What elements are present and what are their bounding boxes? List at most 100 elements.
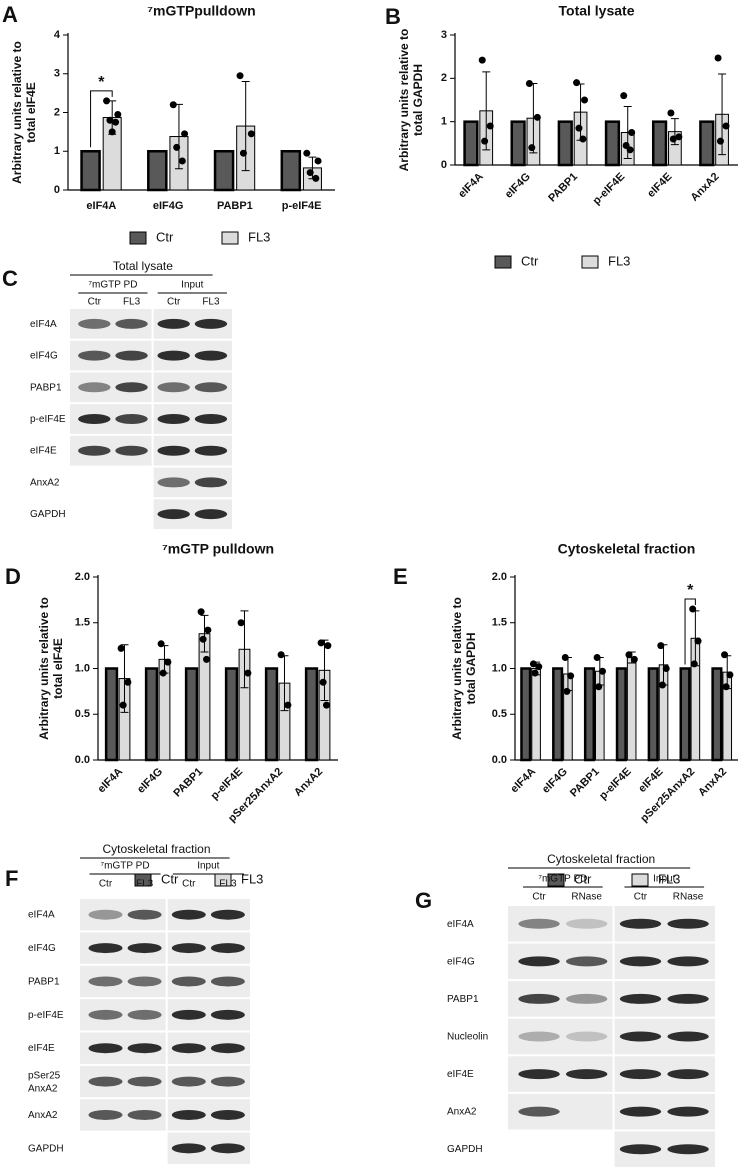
blot-band bbox=[619, 993, 662, 1004]
chart-title: ⁷mGTP pulldown bbox=[162, 541, 274, 557]
blot-band bbox=[115, 445, 148, 456]
blot-lane-label: Ctr bbox=[532, 892, 546, 903]
error-bar bbox=[200, 614, 209, 653]
y-tick-label: 1.0 bbox=[75, 662, 90, 674]
x-tick-label: eIF4A bbox=[86, 200, 116, 212]
blot-row-label: Nucleolin bbox=[447, 1031, 488, 1042]
blot-band bbox=[210, 1043, 245, 1054]
panel-letter: D bbox=[5, 564, 21, 589]
blot-lane-label: FL3 bbox=[202, 297, 220, 308]
data-point bbox=[658, 681, 666, 689]
blot-band bbox=[194, 414, 228, 424]
blot-band bbox=[115, 350, 148, 361]
x-tick-label: eIF4G bbox=[540, 766, 570, 796]
x-tick-label: eIF4A bbox=[508, 766, 538, 796]
blot-band bbox=[88, 1043, 123, 1054]
data-point bbox=[306, 169, 314, 177]
blot-row-label-line: eIF4A bbox=[447, 918, 474, 929]
y-tick-label: 0.0 bbox=[492, 754, 507, 766]
bar bbox=[184, 667, 199, 762]
data-point bbox=[178, 157, 186, 165]
data-point bbox=[625, 651, 633, 659]
blot-band bbox=[194, 445, 228, 456]
blot-band bbox=[565, 1031, 608, 1042]
data-point bbox=[581, 96, 589, 104]
data-point bbox=[164, 658, 172, 666]
blot-row-label-line: AnxA2 bbox=[28, 1110, 58, 1121]
x-tick-label: PABP1 bbox=[171, 766, 205, 800]
blot-band bbox=[171, 1009, 206, 1020]
x-tick-label: eIF4A bbox=[456, 171, 486, 201]
blot-band bbox=[115, 414, 148, 424]
legend-label: FL3 bbox=[248, 229, 270, 244]
data-point bbox=[657, 642, 665, 650]
blot-band bbox=[78, 350, 111, 361]
data-point bbox=[533, 113, 541, 121]
blot-header: Total lysate bbox=[113, 259, 173, 273]
data-point bbox=[317, 639, 325, 647]
blot-row-label-line: eIF4G bbox=[447, 956, 475, 967]
bar bbox=[144, 667, 159, 762]
y-tick-label: 1 bbox=[441, 116, 447, 128]
data-point bbox=[478, 56, 486, 64]
bar bbox=[213, 150, 235, 192]
data-point bbox=[595, 683, 603, 691]
blot-band bbox=[157, 318, 190, 329]
y-tick-label: 2.0 bbox=[75, 571, 90, 583]
data-point bbox=[531, 669, 539, 677]
x-tick-label: eIF4G bbox=[503, 171, 533, 201]
panel-letter: E bbox=[393, 564, 408, 589]
data-point bbox=[108, 128, 116, 136]
blot-band bbox=[565, 918, 608, 929]
blot-band bbox=[210, 976, 245, 987]
data-point bbox=[239, 149, 247, 157]
blot-row-label: GAPDH bbox=[30, 509, 66, 520]
y-tick-label: 4 bbox=[54, 29, 61, 41]
error-bar bbox=[120, 644, 129, 713]
legend-swatch bbox=[221, 231, 239, 245]
blot-band bbox=[88, 943, 123, 954]
data-point bbox=[714, 54, 722, 62]
y-axis-label: Arbitrary units relative tototal eIF4E bbox=[10, 41, 38, 184]
blot-band bbox=[518, 993, 560, 1004]
blot-band bbox=[157, 445, 190, 456]
y-tick-label: 0.0 bbox=[75, 754, 90, 766]
blot-band bbox=[667, 956, 709, 967]
y-tick-label: 0.5 bbox=[492, 708, 507, 720]
blot-band bbox=[171, 943, 206, 954]
blot-band bbox=[619, 1106, 662, 1117]
blot-band bbox=[157, 350, 190, 361]
blot-row-label-line: eIF4G bbox=[30, 350, 58, 361]
blot-band bbox=[667, 918, 709, 929]
data-point bbox=[628, 129, 636, 136]
bar bbox=[147, 150, 168, 192]
panel-letter: B bbox=[385, 4, 401, 29]
blot-band bbox=[619, 1031, 662, 1042]
bar bbox=[304, 667, 319, 762]
legend-swatch bbox=[631, 873, 649, 887]
x-tick-label: AnxA2 bbox=[696, 766, 729, 799]
blot-lane-label: RNase bbox=[571, 892, 602, 903]
blot-band bbox=[157, 414, 190, 424]
y-tick-label: 0.5 bbox=[75, 708, 90, 720]
y-axis-label-line: total eIF4E bbox=[51, 638, 65, 699]
x-tick-label: p-eIF4E bbox=[282, 200, 322, 212]
bar bbox=[463, 120, 479, 167]
data-point bbox=[314, 157, 322, 165]
blot-band bbox=[667, 1069, 709, 1080]
y-axis-label-line: total eIF4E bbox=[24, 82, 38, 143]
blot-row-label-line: Nucleolin bbox=[447, 1031, 488, 1042]
data-point bbox=[486, 122, 494, 130]
blot-band bbox=[171, 1109, 206, 1120]
blot-row-label-line: AnxA2 bbox=[447, 1106, 477, 1117]
y-tick-label: 2 bbox=[441, 72, 447, 84]
blot-row-label: GAPDH bbox=[447, 1144, 483, 1155]
blot-band bbox=[157, 382, 190, 393]
blot-band bbox=[194, 350, 228, 361]
x-tick-label: PABP1 bbox=[217, 200, 253, 212]
data-point bbox=[237, 619, 245, 627]
blot-group-label: ⁷mGTP PD bbox=[101, 861, 150, 872]
blot-band bbox=[565, 1069, 608, 1080]
x-tick-label: p-eIF4E bbox=[597, 766, 634, 803]
bar bbox=[264, 667, 279, 762]
